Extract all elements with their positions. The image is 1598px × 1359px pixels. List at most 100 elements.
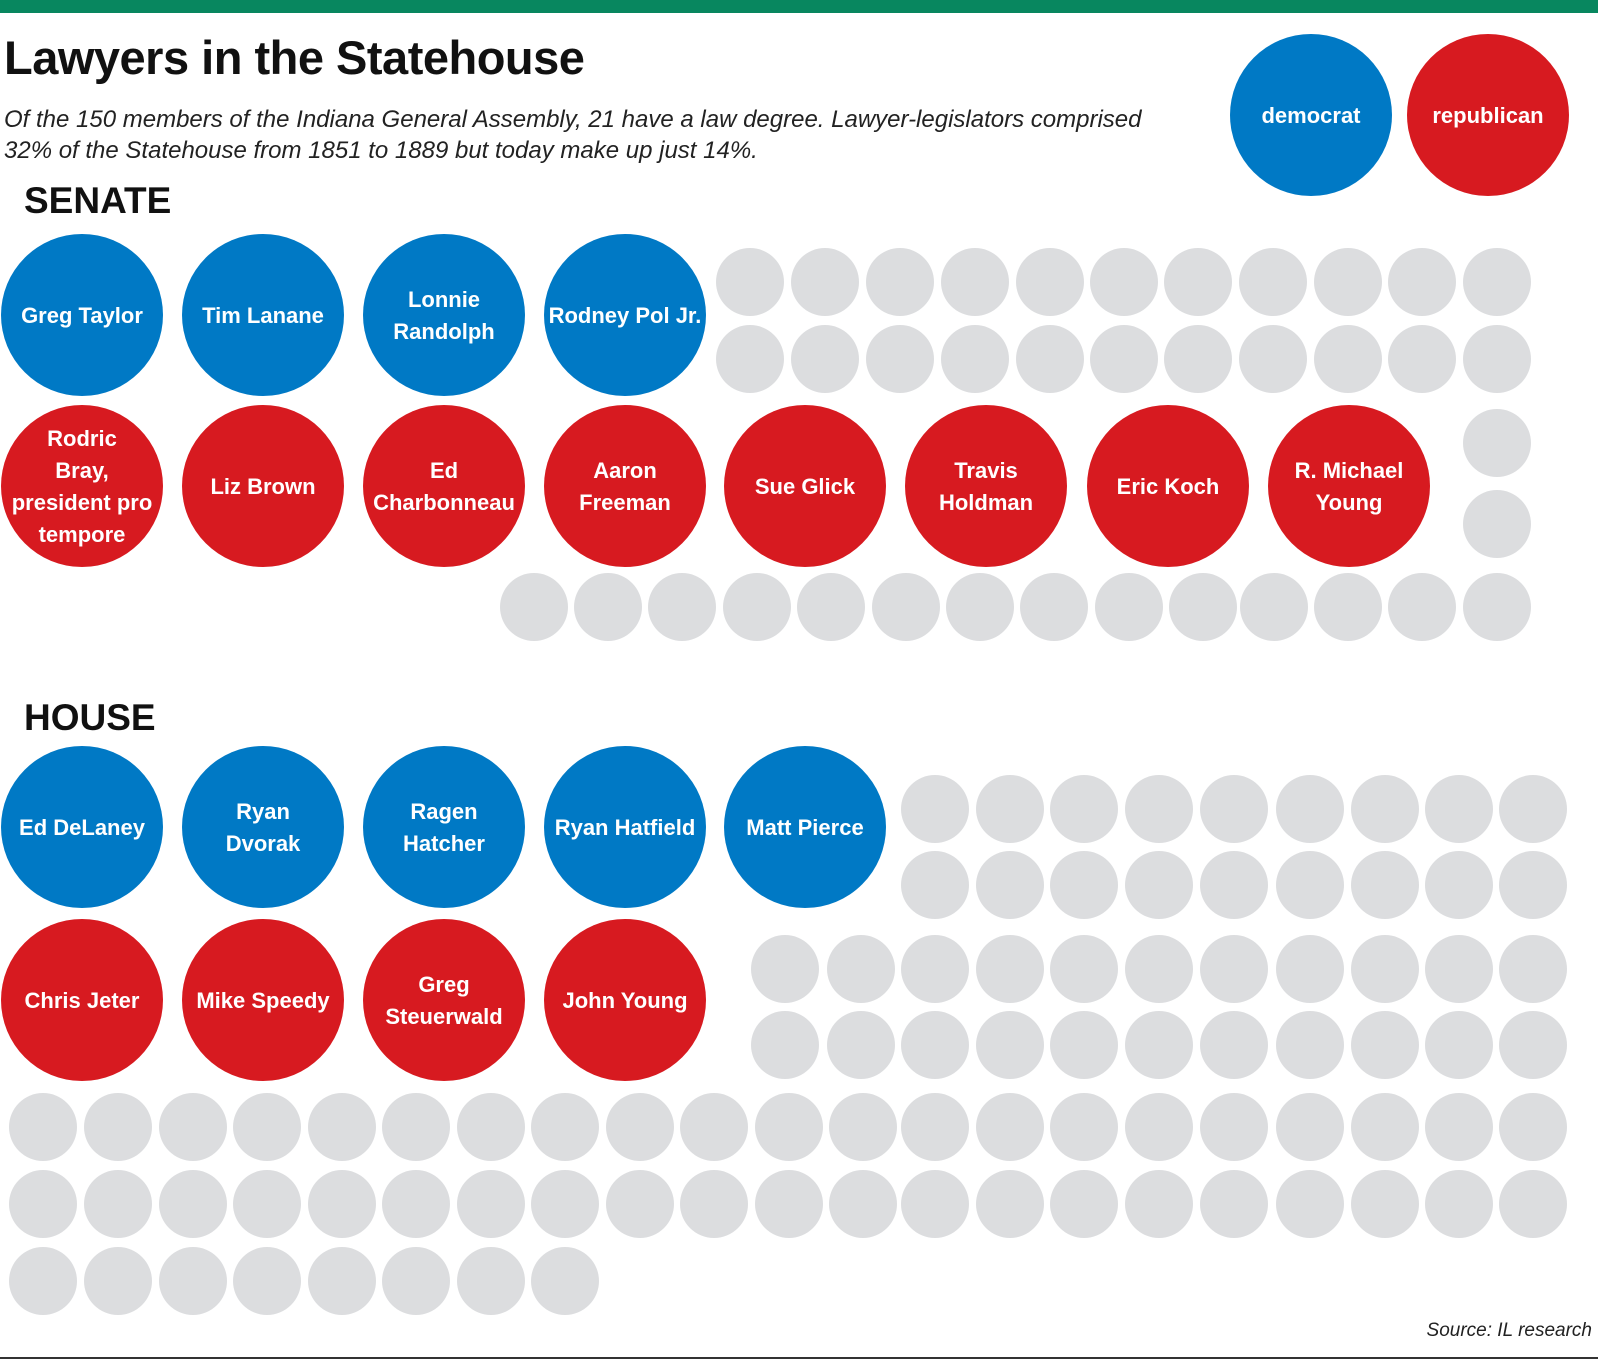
member-name-label: Charbonneau (373, 490, 515, 515)
senate-non-lawyer-seat (1239, 325, 1307, 393)
house-non-lawyer-seat (531, 1093, 599, 1161)
house-non-lawyer-seat (159, 1093, 227, 1161)
house-non-lawyer-seat (457, 1170, 525, 1238)
member-name-label: Randolph (393, 319, 494, 344)
house-non-lawyer-seat (976, 1011, 1044, 1079)
house-republican-member-marker (544, 919, 706, 1081)
senate-non-lawyer-seat (1314, 248, 1382, 316)
house-non-lawyer-seat (1276, 851, 1344, 919)
house-non-lawyer-seat (457, 1093, 525, 1161)
senate-non-lawyer-seat (1463, 325, 1531, 393)
senate-republican-member-marker (905, 405, 1067, 567)
house-democrat-member-marker (363, 746, 525, 908)
senate-non-lawyer-seat (941, 325, 1009, 393)
member-name-label: Dvorak (226, 831, 301, 856)
house-democrat-member-marker (182, 746, 344, 908)
house-non-lawyer-seat (751, 1011, 819, 1079)
senate-non-lawyer-seat (866, 248, 934, 316)
member-name-label: Young (1316, 490, 1383, 515)
house-non-lawyer-seat (1351, 1093, 1419, 1161)
house-non-lawyer-seat (1125, 1093, 1193, 1161)
member-name-label: Ryan Hatfield (555, 815, 696, 840)
senate-republican-member-marker (724, 405, 886, 567)
house-non-lawyer-seat (827, 1011, 895, 1079)
house-non-lawyer-seat (1125, 1170, 1193, 1238)
senate-non-lawyer-seat (716, 248, 784, 316)
chart-subtitle: Of the 150 members of the Indiana Genera… (4, 106, 1142, 164)
house-non-lawyer-seat (901, 775, 969, 843)
house-non-lawyer-seat (1125, 851, 1193, 919)
senate-democrat-member-marker (363, 234, 525, 396)
house-non-lawyer-seat (1050, 935, 1118, 1003)
house-non-lawyer-seat (976, 1170, 1044, 1238)
senate-non-lawyer-seat (1016, 248, 1084, 316)
house-non-lawyer-seat (901, 1170, 969, 1238)
house-non-lawyer-seat (1276, 1093, 1344, 1161)
member-name-label: Hatcher (403, 831, 485, 856)
house-non-lawyer-seat (680, 1170, 748, 1238)
house-non-lawyer-seat (680, 1093, 748, 1161)
house-non-lawyer-seat (1499, 851, 1567, 919)
top-accent-bar (0, 0, 1598, 13)
house-non-lawyer-seat (901, 1011, 969, 1079)
house-democrat-member-marker (1, 746, 163, 908)
house-non-lawyer-seat (84, 1093, 152, 1161)
member-name-label: Tim Lanane (202, 303, 324, 328)
member-name-label: Sue Glick (755, 474, 856, 499)
senate-non-lawyer-seat (1020, 573, 1088, 641)
house-non-lawyer-seat (1050, 775, 1118, 843)
senate-non-lawyer-seat (716, 325, 784, 393)
house-non-lawyer-seat (9, 1170, 77, 1238)
house-non-lawyer-seat (829, 1170, 897, 1238)
house-non-lawyer-seat (1351, 851, 1419, 919)
senate-non-lawyer-seat (1463, 248, 1531, 316)
senate-democrat-member-marker (544, 234, 706, 396)
house-non-lawyer-seat (382, 1093, 450, 1161)
senate-non-lawyer-seat (1239, 248, 1307, 316)
house-non-lawyer-seat (1351, 935, 1419, 1003)
house-non-lawyer-seat (1425, 1170, 1493, 1238)
house-non-lawyer-seat (308, 1170, 376, 1238)
house-non-lawyer-seat (1425, 1011, 1493, 1079)
house-non-lawyer-seat (1425, 851, 1493, 919)
senate-non-lawyer-seat (872, 573, 940, 641)
legend-democrat-label: democrat (1261, 103, 1361, 128)
member-name-label: tempore (39, 522, 126, 547)
house-non-lawyer-seat (976, 935, 1044, 1003)
senate-non-lawyer-seat (946, 573, 1014, 641)
senate-non-lawyer-seat (500, 573, 568, 641)
member-name-label: president pro (12, 490, 153, 515)
senate-non-lawyer-seat (797, 573, 865, 641)
house-non-lawyer-seat (1499, 1093, 1567, 1161)
house-non-lawyer-seat (1276, 935, 1344, 1003)
house-non-lawyer-seat (159, 1170, 227, 1238)
house-non-lawyer-seat (976, 851, 1044, 919)
house-non-lawyer-seat (1425, 935, 1493, 1003)
senate-non-lawyer-seat (1090, 248, 1158, 316)
member-name-label: John Young (562, 988, 687, 1013)
member-name-label: Ed (430, 458, 458, 483)
senate-republican-member-marker (1, 405, 163, 567)
senate-non-lawyer-seat (1463, 490, 1531, 558)
house-non-lawyer-seat (9, 1093, 77, 1161)
member-name-label: Lonnie (408, 287, 480, 312)
house-non-lawyer-seat (9, 1247, 77, 1315)
house-non-lawyer-seat (755, 1170, 823, 1238)
senate-non-lawyer-seat (1388, 248, 1456, 316)
member-name-label: Chris Jeter (25, 988, 140, 1013)
member-name-label: Travis (954, 458, 1018, 483)
house-non-lawyer-seat (1276, 1170, 1344, 1238)
house-non-lawyer-seat (1276, 775, 1344, 843)
house-non-lawyer-seat (1125, 1011, 1193, 1079)
house-non-lawyer-seat (382, 1170, 450, 1238)
house-non-lawyer-seat (159, 1247, 227, 1315)
house-non-lawyer-seat (84, 1170, 152, 1238)
house-non-lawyer-seat (901, 935, 969, 1003)
house-non-lawyer-seat (84, 1247, 152, 1315)
senate-non-lawyer-seat (1164, 325, 1232, 393)
house-non-lawyer-seat (1200, 1093, 1268, 1161)
house-non-lawyer-seat (755, 1093, 823, 1161)
senate-non-lawyer-seat (574, 573, 642, 641)
senate-republican-member-marker (363, 405, 525, 567)
house-non-lawyer-seat (1499, 1011, 1567, 1079)
